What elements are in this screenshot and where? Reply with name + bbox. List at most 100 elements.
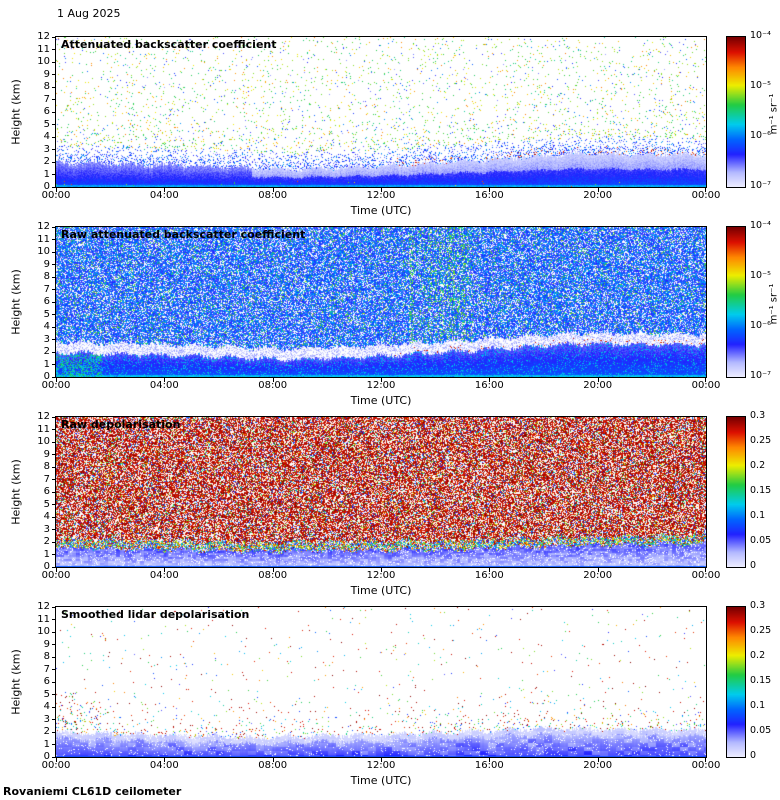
colorbar-tick-label: 0.1 bbox=[750, 700, 766, 711]
y-tick-label: 11 bbox=[37, 233, 50, 245]
x-tick-mark bbox=[489, 378, 491, 382]
x-tick-mark bbox=[56, 378, 57, 382]
y-tick-label: 0 bbox=[43, 751, 50, 762]
colorbar-gradient bbox=[726, 416, 746, 568]
colorbar-tick-label: 0.2 bbox=[750, 649, 766, 661]
x-tick-mark bbox=[705, 378, 706, 382]
y-tick-label: 8 bbox=[43, 651, 50, 662]
x-tick-mark bbox=[164, 378, 166, 382]
y-tick-label: 8 bbox=[43, 271, 50, 282]
y-tick-label: 3 bbox=[43, 143, 50, 155]
x-tick-label: 00:00 bbox=[41, 760, 71, 771]
y-tick-label: 1 bbox=[43, 548, 50, 560]
x-tick-label: 04:00 bbox=[149, 190, 179, 201]
colorbar-ticks: 10⁻⁷ 10⁻⁶ 10⁻⁵ 10⁻⁴ bbox=[726, 30, 780, 191]
y-tick-label: 4 bbox=[43, 511, 50, 522]
x-tick-mark bbox=[597, 568, 599, 572]
colorbar-tick-label: 10⁻⁵ bbox=[750, 269, 771, 281]
y-tick-label: 7 bbox=[43, 283, 50, 295]
colorbar-unit-label: m⁻¹ sr⁻¹ bbox=[768, 283, 780, 325]
plot-area: Smoothed lidar depolarisation Height (km… bbox=[10, 601, 721, 787]
x-tick-mark bbox=[597, 378, 599, 382]
colorbar-ticks: 10⁻⁷ 10⁻⁶ 10⁻⁵ 10⁻⁴ bbox=[726, 220, 780, 381]
y-tick-label: 6 bbox=[43, 676, 50, 687]
x-axis-label: Time (UTC) bbox=[350, 204, 412, 217]
x-tick-label: 12:00 bbox=[366, 190, 396, 201]
y-tick-label: 4 bbox=[43, 701, 50, 712]
plot-area: Attenuated backscatter coefficient Heigh… bbox=[10, 31, 721, 217]
heatmap-canvas bbox=[56, 417, 706, 567]
x-tick-label: 08:00 bbox=[258, 760, 288, 771]
y-tick-label: 9 bbox=[43, 68, 50, 80]
y-tick-label: 6 bbox=[43, 296, 50, 307]
y-tick-label: 2 bbox=[43, 346, 50, 357]
x-tick-label: 00:00 bbox=[691, 760, 721, 771]
x-tick-label: 08:00 bbox=[258, 380, 288, 391]
plot-area: Raw attenuated backscatter coefficient H… bbox=[10, 221, 721, 407]
y-tick-label: 6 bbox=[43, 106, 50, 117]
date-label: 1 Aug 2025 bbox=[57, 7, 121, 20]
colorbar-tick-label: 0.3 bbox=[750, 600, 766, 611]
x-tick-mark bbox=[56, 188, 57, 192]
x-axis-label: Time (UTC) bbox=[350, 774, 412, 787]
y-tick-label: 9 bbox=[43, 448, 50, 460]
x-tick-mark bbox=[381, 568, 382, 572]
y-axis-label: Height (km) bbox=[9, 79, 23, 145]
x-tick-mark bbox=[489, 188, 491, 192]
colorbar-tick-label: 0.3 bbox=[750, 410, 766, 421]
heatmap-canvas bbox=[56, 227, 706, 377]
x-tick-mark bbox=[381, 188, 382, 192]
x-tick-mark bbox=[597, 188, 599, 192]
x-tick-label: 04:00 bbox=[149, 760, 179, 771]
y-tick-label: 10 bbox=[37, 436, 50, 447]
y-tick-label: 4 bbox=[43, 321, 50, 332]
colorbar-ticks: 0 0.05 0.1 0.15 0.2 0.25 0.3 bbox=[726, 600, 780, 761]
x-tick-mark bbox=[381, 758, 382, 762]
x-tick-label: 20:00 bbox=[583, 570, 613, 581]
x-tick-label: 20:00 bbox=[583, 380, 613, 391]
x-tick-mark bbox=[272, 568, 274, 572]
y-tick-label: 6 bbox=[43, 486, 50, 497]
y-tick-label: 1 bbox=[43, 168, 50, 180]
colorbar-tick-label: 0.1 bbox=[750, 510, 766, 521]
y-axis-label: Height (km) bbox=[9, 269, 23, 335]
x-tick-label: 00:00 bbox=[691, 380, 721, 391]
y-tick-label: 9 bbox=[43, 258, 50, 270]
y-tick-label: 1 bbox=[43, 358, 50, 370]
x-tick-label: 08:00 bbox=[258, 570, 288, 581]
y-tick-label: 0 bbox=[43, 371, 50, 382]
x-tick-label: 12:00 bbox=[366, 760, 396, 771]
colorbar-tick-label: 10⁻⁶ bbox=[750, 320, 771, 331]
x-tick-label: 16:00 bbox=[474, 380, 504, 391]
x-tick-mark bbox=[272, 188, 274, 192]
x-tick-mark bbox=[489, 568, 491, 572]
y-tick-label: 7 bbox=[43, 473, 50, 485]
x-tick-mark bbox=[56, 758, 57, 762]
y-tick-label: 3 bbox=[43, 713, 50, 725]
x-tick-label: 00:00 bbox=[41, 570, 71, 581]
x-tick-label: 12:00 bbox=[366, 570, 396, 581]
colorbar-tick-label: 10⁻⁵ bbox=[750, 79, 771, 91]
x-tick-mark bbox=[272, 378, 274, 382]
y-tick-label: 5 bbox=[43, 498, 50, 510]
y-tick-label: 3 bbox=[43, 333, 50, 345]
y-tick-label: 7 bbox=[43, 93, 50, 105]
y-tick-label: 2 bbox=[43, 726, 50, 737]
y-tick-label: 11 bbox=[37, 43, 50, 55]
colorbar-tick-label: 10⁻⁶ bbox=[750, 130, 771, 141]
x-tick-mark bbox=[705, 758, 706, 762]
colorbar: 10⁻⁷ 10⁻⁶ 10⁻⁵ 10⁻⁴ m⁻¹ sr⁻¹ bbox=[726, 30, 780, 191]
colorbar-gradient bbox=[726, 606, 746, 758]
y-tick-label: 11 bbox=[37, 613, 50, 625]
colorbar-tick-label: 10⁻⁷ bbox=[750, 180, 771, 191]
y-tick-label: 4 bbox=[43, 131, 50, 142]
colorbar-tick-label: 0.25 bbox=[750, 435, 772, 446]
heatmap-canvas bbox=[56, 37, 706, 187]
colorbar-tick-label: 10⁻⁴ bbox=[750, 30, 771, 41]
x-tick-mark bbox=[164, 568, 166, 572]
heatmap-canvas bbox=[56, 607, 706, 757]
y-tick-label: 2 bbox=[43, 156, 50, 167]
colorbar-tick-label: 10⁻⁴ bbox=[750, 220, 771, 231]
x-tick-label: 00:00 bbox=[691, 570, 721, 581]
